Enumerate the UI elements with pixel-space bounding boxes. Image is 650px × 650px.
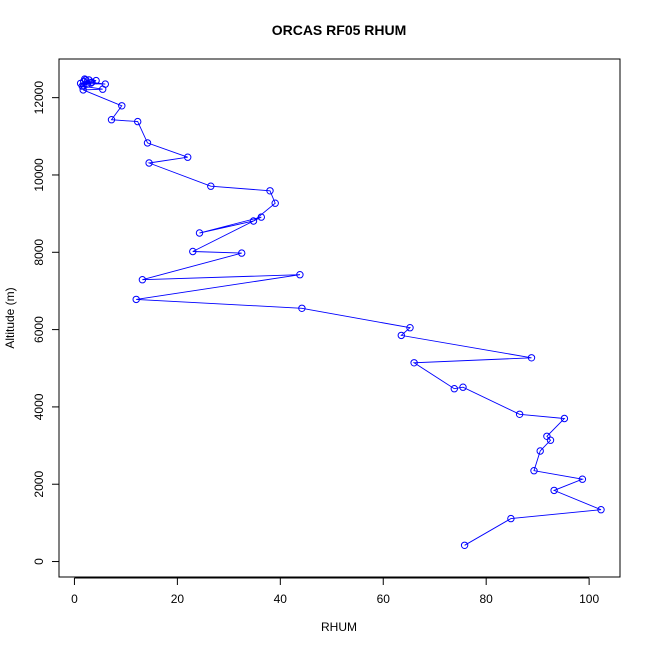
data-point (143, 139, 152, 147)
y-tick-label: 0 (32, 558, 46, 565)
data-point (459, 383, 467, 391)
data-point (134, 117, 142, 126)
data-point (536, 447, 544, 455)
data-point (118, 102, 126, 110)
data-point (296, 271, 304, 279)
x-tick-label: 0 (71, 592, 78, 606)
data-point (249, 217, 258, 225)
data-point (397, 331, 405, 340)
data-point (195, 229, 204, 237)
data-point (460, 541, 469, 549)
data-point (257, 213, 265, 221)
data-point (138, 276, 147, 284)
data-point (145, 159, 153, 167)
x-axis-label: RHUM (321, 620, 357, 634)
y-tick-label: 8000 (32, 239, 46, 266)
data-point (560, 414, 569, 423)
data-point (406, 324, 414, 332)
data-point (266, 187, 274, 195)
data-point (410, 359, 418, 367)
x-tick-label: 20 (171, 592, 185, 606)
y-tick-label: 2000 (32, 471, 46, 498)
data-point (530, 467, 538, 475)
data-point (515, 410, 524, 418)
data-point (298, 304, 306, 312)
chart-title: ORCAS RF05 RHUM (272, 22, 407, 38)
series-rhum (76, 75, 605, 549)
data-point (550, 486, 558, 495)
data-point (578, 475, 587, 483)
y-axis: 0 2000 4000 6000 8000 10000 12000 (32, 81, 60, 565)
data-point (85, 76, 93, 84)
y-axis-label: Altitude (m) (3, 287, 17, 348)
data-point (207, 182, 215, 190)
data-point (507, 514, 515, 523)
data-point (189, 247, 197, 256)
data-point (597, 506, 605, 514)
y-tick-label: 10000 (32, 158, 46, 192)
data-point (132, 295, 140, 304)
data-point (79, 86, 87, 94)
y-tick-label: 12000 (32, 81, 46, 115)
y-tick-label: 6000 (32, 316, 46, 343)
data-point (107, 116, 116, 124)
x-tick-label: 60 (377, 592, 391, 606)
data-point (92, 76, 100, 85)
data-point (450, 385, 458, 393)
x-axis: 0 20 40 60 80 100 (71, 577, 599, 606)
data-point (184, 153, 192, 161)
data-point (238, 249, 246, 257)
data-point (101, 80, 110, 88)
x-tick-label: 40 (274, 592, 288, 606)
data-point (527, 354, 536, 362)
x-tick-label: 100 (579, 592, 599, 606)
data-point (83, 80, 92, 88)
data-point (271, 199, 279, 207)
x-tick-label: 80 (480, 592, 494, 606)
y-tick-label: 4000 (32, 393, 46, 420)
data-point (543, 432, 551, 440)
